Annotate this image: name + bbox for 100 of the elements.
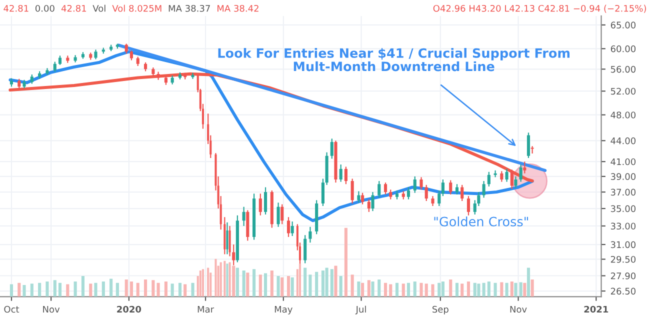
bar — [152, 280, 155, 297]
candlestick — [286, 216, 290, 238]
candlestick — [460, 184, 464, 202]
y-tick-label: 26.50 — [610, 288, 636, 295]
bar — [389, 284, 392, 297]
annotation: "Golden Cross" — [434, 216, 528, 226]
bar — [308, 274, 312, 297]
candlestick — [424, 184, 428, 202]
candlestick — [449, 180, 452, 196]
candlestick — [526, 132, 530, 159]
bar — [371, 282, 374, 297]
bar — [473, 282, 476, 297]
bar — [276, 276, 280, 297]
bar — [156, 282, 160, 297]
y-tick-label: 44.00 — [610, 137, 636, 144]
bar — [191, 282, 194, 297]
bar — [339, 276, 342, 297]
bar — [500, 282, 504, 297]
candlestick — [413, 176, 416, 194]
candlestick — [136, 56, 140, 67]
bar — [286, 276, 290, 297]
bar — [124, 279, 128, 297]
bar — [178, 282, 182, 297]
bar — [22, 284, 26, 297]
bar — [102, 282, 105, 297]
y-tick-label: 41.00 — [610, 158, 636, 166]
bar — [413, 282, 416, 297]
bar — [214, 258, 217, 297]
candlestick — [226, 222, 228, 255]
candlestick — [482, 180, 486, 198]
candlestick — [519, 164, 522, 182]
x-tick-label: 2020 — [117, 306, 142, 313]
bar — [367, 280, 370, 297]
candlestick — [455, 184, 459, 196]
candlestick — [441, 178, 444, 197]
bar — [46, 282, 49, 297]
bar — [144, 279, 148, 297]
candlestick — [494, 170, 497, 178]
bar — [523, 282, 526, 297]
bar — [321, 270, 324, 297]
candlestick — [308, 226, 312, 244]
candlestick — [514, 176, 518, 189]
bar — [110, 278, 113, 297]
candlestick — [339, 164, 342, 182]
bar — [242, 270, 246, 297]
candlestick — [466, 196, 470, 216]
y-tick-label: 29.50 — [610, 256, 636, 263]
bar — [350, 274, 354, 297]
candlestick — [378, 180, 381, 198]
candlestick — [505, 168, 508, 182]
bar — [89, 284, 92, 297]
bar — [357, 282, 360, 297]
candlestick — [53, 61, 56, 72]
candlestick — [124, 43, 128, 54]
bar — [325, 268, 328, 297]
candlestick — [431, 196, 434, 207]
candlestick — [420, 176, 423, 190]
candlestick — [357, 190, 360, 204]
candlestick — [264, 186, 268, 216]
bar — [315, 272, 318, 297]
bar — [530, 279, 534, 297]
candlestick — [361, 192, 364, 205]
y-tick-label: 56.00 — [610, 66, 636, 73]
bar — [164, 282, 168, 297]
bar — [298, 264, 302, 297]
bar — [199, 270, 202, 297]
candlestick — [389, 189, 392, 200]
bar — [246, 272, 250, 297]
bar — [460, 284, 464, 297]
candlestick — [304, 234, 307, 264]
candlestick — [384, 182, 388, 196]
bar — [494, 282, 497, 297]
candlestick — [280, 204, 284, 225]
text: O42.96 H43.20 L42.13 C42.81 −0.94 (−2.15%) — [433, 4, 646, 13]
bar — [280, 277, 284, 297]
bar — [482, 282, 486, 297]
y-tick-label: 39.00 — [610, 173, 636, 180]
bar — [441, 282, 444, 297]
text: Vol — [92, 4, 106, 12]
y-tick-label: 35.00 — [610, 205, 636, 212]
bar — [220, 262, 222, 297]
candlestick — [487, 171, 490, 188]
text: MA 38.42 — [218, 4, 258, 12]
bar — [258, 274, 262, 297]
bar — [378, 279, 381, 297]
bar — [30, 284, 34, 297]
bar — [252, 269, 256, 297]
bar — [477, 284, 480, 297]
x-tick-label: Nov — [43, 306, 60, 313]
candlestick — [258, 193, 262, 216]
candlestick — [330, 138, 334, 160]
bar — [116, 282, 119, 297]
bar — [438, 282, 441, 297]
text: Vol 8.025M — [112, 4, 162, 12]
candlestick — [367, 198, 370, 212]
y-tick-label: 60.00 — [610, 45, 636, 52]
bar — [66, 284, 70, 297]
x-tick-label: Jul — [355, 306, 366, 314]
candlestick — [344, 166, 348, 185]
bar — [487, 282, 490, 297]
